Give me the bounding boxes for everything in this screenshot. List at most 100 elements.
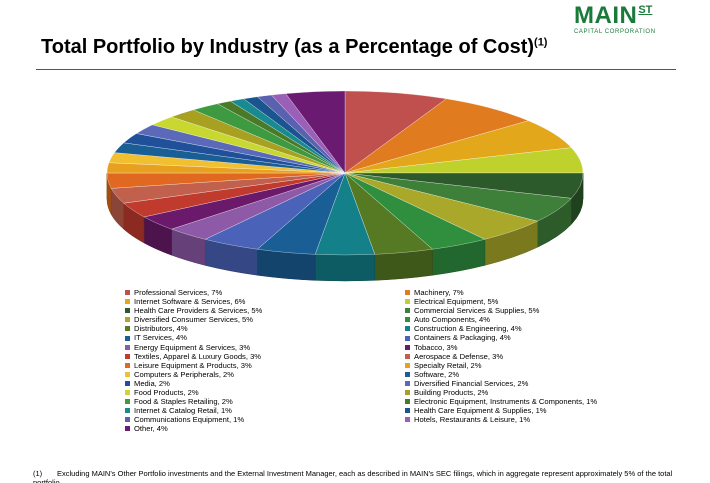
legend-label: Media, 2%	[134, 378, 170, 388]
legend-item: Energy Equipment & Services, 3%	[125, 343, 262, 352]
legend-item: Internet Software & Services, 6%	[125, 297, 262, 306]
legend-item: Distributors, 4%	[125, 324, 262, 333]
legend-item: Electrical Equipment, 5%	[405, 297, 597, 306]
legend-item: Commercial Services & Supplies, 5%	[405, 306, 597, 315]
legend-swatch	[125, 344, 130, 350]
legend-swatch	[405, 308, 410, 314]
legend-item: Health Care Providers & Services, 5%	[125, 306, 262, 315]
legend-swatch	[125, 399, 130, 405]
logo-superscript: ST	[638, 4, 653, 16]
chart-legend-right: Machinery, 7% Electrical Equipment, 5% Com…	[405, 288, 597, 424]
legend-swatch	[405, 399, 410, 405]
legend-swatch	[125, 317, 130, 323]
pie-sides	[106, 172, 584, 282]
legend-item: Specialty Retail, 2%	[405, 361, 597, 370]
legend-label: Energy Equipment & Services, 3%	[134, 342, 251, 352]
legend-swatch	[125, 326, 130, 332]
legend-swatch	[125, 380, 130, 386]
logo-subtitle: CAPITAL CORPORATION	[574, 29, 656, 35]
legend-item: Construction & Engineering, 4%	[405, 324, 597, 333]
legend-label: Food Products, 2%	[134, 388, 199, 398]
legend-item: Containers & Packaging, 4%	[405, 333, 597, 342]
legend-swatch	[405, 408, 410, 414]
legend-swatch	[405, 326, 410, 332]
legend-label: Machinery, 7%	[414, 288, 464, 297]
legend-item: Leisure Equipment & Products, 3%	[125, 361, 262, 370]
legend-label: Hotels, Restaurants & Leisure, 1%	[414, 415, 531, 425]
legend-label: Tobacco, 3%	[414, 342, 458, 352]
pie-slice-2	[344, 98, 529, 174]
legend-swatch	[405, 344, 410, 350]
legend-label: Communications Equipment, 1%	[134, 415, 245, 425]
legend-item: Diversified Consumer Services, 5%	[125, 315, 262, 324]
legend-label: Diversified Consumer Services, 5%	[134, 315, 254, 325]
legend-swatch	[125, 371, 130, 377]
legend-item: Auto Components, 4%	[405, 315, 597, 324]
legend-label: Construction & Engineering, 4%	[414, 324, 522, 334]
legend-label: Internet & Catalog Retail, 1%	[134, 406, 232, 416]
legend-item: Diversified Financial Services, 2%	[405, 379, 597, 388]
legend-label: Software, 2%	[414, 369, 460, 379]
legend-swatch	[405, 371, 410, 377]
legend-item: Computers & Peripherals, 2%	[125, 370, 262, 379]
legend-label: Building Products, 2%	[414, 388, 489, 398]
legend-label: IT Services, 4%	[134, 333, 188, 343]
pie-slices	[106, 90, 584, 256]
legend-label: Distributors, 4%	[134, 324, 188, 334]
legend-item: Building Products, 2%	[405, 388, 597, 397]
legend-item: IT Services, 4%	[125, 333, 262, 342]
legend-swatch	[405, 417, 410, 423]
legend-swatch	[405, 335, 410, 341]
pie-chart	[106, 90, 584, 282]
legend-swatch	[405, 380, 410, 386]
title-divider	[36, 69, 676, 70]
legend-item: Media, 2%	[125, 379, 262, 388]
legend-item: Textiles, Apparel & Luxury Goods, 3%	[125, 352, 262, 361]
legend-swatch	[405, 390, 410, 396]
legend-swatch	[125, 290, 130, 296]
legend-item: Communications Equipment, 1%	[125, 415, 262, 424]
legend-swatch	[125, 417, 130, 423]
legend-item: Internet & Catalog Retail, 1%	[125, 406, 262, 415]
legend-label: Computers & Peripherals, 2%	[134, 369, 235, 379]
legend-label: Food & Staples Retailing, 2%	[134, 397, 233, 407]
legend-label: Health Care Equipment & Supplies, 1%	[414, 406, 547, 416]
legend-swatch	[405, 362, 410, 368]
legend-item: Food Products, 2%	[125, 388, 262, 397]
legend-label: Containers & Packaging, 4%	[414, 333, 511, 343]
legend-label: Other, 4%	[134, 424, 168, 434]
legend-swatch	[125, 353, 130, 359]
legend-label: Textiles, Apparel & Luxury Goods, 3%	[134, 351, 262, 361]
main-street-logo: MAINST CAPITAL CORPORATION	[574, 4, 674, 36]
legend-item: Hotels, Restaurants & Leisure, 1%	[405, 415, 597, 424]
legend-swatch	[125, 335, 130, 341]
legend-item: Health Care Equipment & Supplies, 1%	[405, 406, 597, 415]
legend-swatch	[125, 390, 130, 396]
legend-swatch	[405, 317, 410, 323]
legend-item: Aerospace & Defense, 3%	[405, 352, 597, 361]
footnote: (1) Excluding MAIN's Other Portfolio inve…	[33, 469, 683, 483]
footnote-marker: (1)	[33, 469, 43, 478]
legend-label: Professional Services, 7%	[134, 288, 223, 297]
legend-swatch	[125, 308, 130, 314]
legend-item: Software, 2%	[405, 370, 597, 379]
chart-legend-left: Professional Services, 7% Internet Softwa…	[125, 288, 262, 434]
logo-main-text: MAIN	[574, 2, 638, 29]
legend-label: Internet Software & Services, 6%	[134, 297, 246, 307]
page-title: Total Portfolio by Industry (as a Percen…	[41, 36, 547, 59]
legend-label: Aerospace & Defense, 3%	[414, 351, 504, 361]
pie-side-10	[314, 254, 376, 282]
legend-label: Specialty Retail, 2%	[414, 360, 482, 370]
legend-swatch	[405, 290, 410, 296]
legend-item: Electronic Equipment, Instruments & Comp…	[405, 397, 597, 406]
footnote-text: Excluding MAIN's Other Portfolio investm…	[33, 469, 673, 483]
legend-label: Auto Components, 4%	[414, 315, 490, 325]
legend-label: Commercial Services & Supplies, 5%	[414, 306, 540, 316]
legend-swatch	[405, 353, 410, 359]
legend-swatch	[125, 408, 130, 414]
legend-label: Diversified Financial Services, 2%	[414, 378, 529, 388]
legend-label: Electrical Equipment, 5%	[414, 297, 499, 307]
legend-item: Professional Services, 7%	[125, 288, 262, 297]
title-footnote-marker: (1)	[534, 36, 548, 49]
legend-item: Other, 4%	[125, 424, 262, 433]
